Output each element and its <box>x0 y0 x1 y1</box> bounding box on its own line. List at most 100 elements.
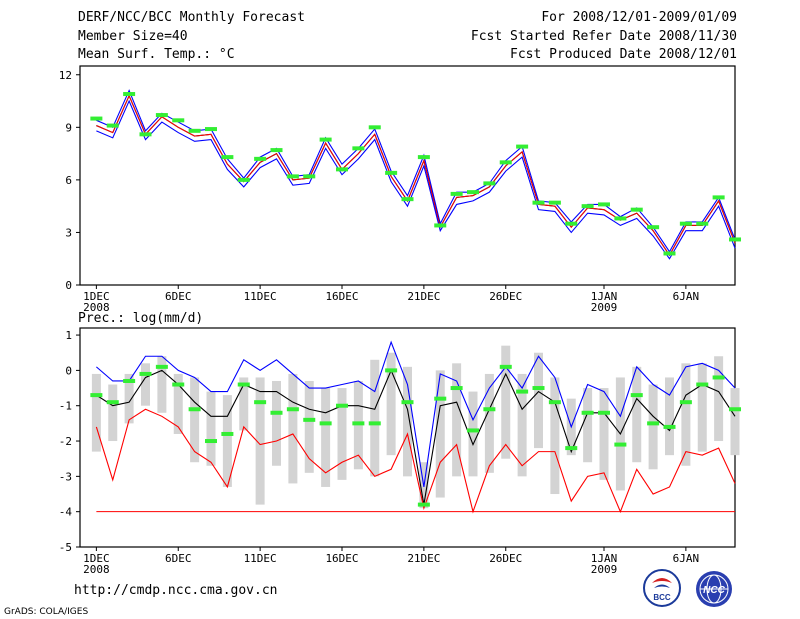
obs-marker <box>139 371 152 376</box>
obs-marker <box>106 400 119 405</box>
y-tick-label: 1 <box>65 329 72 342</box>
obs-marker <box>712 375 725 380</box>
obs-marker <box>106 123 119 128</box>
obs-marker <box>565 446 578 451</box>
spread-bar <box>337 388 347 480</box>
obs-marker <box>172 118 185 123</box>
ncc-logo-text: NCC <box>703 585 725 596</box>
obs-marker <box>319 137 332 142</box>
obs-marker <box>598 410 610 415</box>
obs-marker <box>647 421 660 426</box>
obs-marker <box>205 127 217 132</box>
spread-bar <box>550 377 560 495</box>
x-tick-label: 6JAN <box>673 290 700 303</box>
obs-marker <box>581 410 594 415</box>
y-tick-label: 0 <box>65 279 72 292</box>
obs-marker <box>450 191 463 196</box>
spread-bar <box>501 345 511 459</box>
obs-marker <box>467 428 479 433</box>
obs-marker <box>647 225 660 230</box>
obs-marker <box>499 364 512 369</box>
x-tick-label: 1DEC <box>83 552 110 565</box>
spread-bar <box>108 384 118 442</box>
y-tick-label: 0 <box>65 364 72 377</box>
x-tick-year: 2009 <box>591 563 618 576</box>
obs-marker <box>417 502 430 507</box>
obs-marker <box>483 407 496 412</box>
obs-marker <box>532 200 545 205</box>
spread-bar <box>386 352 396 456</box>
spread-bar <box>534 352 543 449</box>
spread-bar <box>435 370 445 498</box>
obs-marker <box>630 393 643 398</box>
obs-marker <box>516 389 529 394</box>
series-line-mean <box>96 368 736 505</box>
obs-marker <box>237 177 250 182</box>
x-tick-label: 16DEC <box>325 290 358 303</box>
obs-marker <box>401 197 414 202</box>
spread-bar <box>141 363 150 406</box>
y-tick-label: 9 <box>65 121 72 134</box>
spread-bar <box>468 391 478 477</box>
spread-bar <box>697 363 707 452</box>
obs-marker <box>663 424 676 429</box>
series-line-core <box>96 94 736 257</box>
obs-marker <box>368 421 381 426</box>
spread-bar <box>206 391 216 466</box>
obs-marker <box>319 421 332 426</box>
obs-marker <box>663 251 676 256</box>
spread-bar <box>370 359 380 477</box>
obs-marker <box>336 167 348 172</box>
obs-marker <box>483 181 496 186</box>
forecast-period: For 2008/12/01-2009/01/09 <box>541 10 737 25</box>
obs-marker <box>286 407 299 412</box>
obs-marker <box>139 132 152 137</box>
series-line-lower <box>96 99 736 260</box>
x-tick-label: 6DEC <box>165 290 192 303</box>
spread-bar <box>239 377 249 431</box>
y-tick-label: 12 <box>59 69 72 82</box>
obs-marker <box>614 442 627 447</box>
spread-bar <box>304 380 314 473</box>
ncc-logo-icon: NCC <box>696 571 732 607</box>
spread-bar <box>681 363 691 466</box>
grads-credit: GrADS: COLA/IGES <box>4 607 89 617</box>
spread-bar <box>91 373 101 452</box>
spread-bar <box>648 384 658 470</box>
x-tick-year: 2009 <box>591 301 618 314</box>
variable-label: Mean Surf. Temp.: °C <box>78 47 235 62</box>
bcc-logo: BCC <box>638 569 686 609</box>
y-tick-label: 6 <box>65 174 72 187</box>
spread-bar <box>517 373 527 477</box>
x-tick-label: 1JAN <box>591 290 618 303</box>
obs-marker <box>352 146 365 151</box>
member-size: Member Size=40 <box>78 29 188 44</box>
obs-marker <box>548 400 561 405</box>
obs-marker <box>90 116 103 121</box>
footer-url[interactable]: http://cmdp.ncc.cma.gov.cn <box>74 583 278 598</box>
plot-frame <box>79 65 736 286</box>
spread-bar <box>321 388 331 487</box>
obs-marker <box>221 431 234 436</box>
obs-marker <box>188 407 201 412</box>
x-tick-label: 26DEC <box>489 552 522 565</box>
obs-marker <box>286 174 299 179</box>
obs-marker <box>221 155 234 160</box>
obs-marker <box>237 382 250 387</box>
obs-marker <box>598 202 610 207</box>
y-tick-label: -2 <box>59 435 72 448</box>
obs-marker <box>155 113 168 118</box>
obs-marker <box>499 160 512 165</box>
obs-marker <box>385 170 398 175</box>
obs-marker <box>401 400 414 405</box>
obs-marker <box>614 216 627 221</box>
obs-marker <box>729 407 741 412</box>
spread-bar <box>452 363 462 477</box>
obs-marker <box>712 195 725 200</box>
spread-bar <box>255 377 265 505</box>
spread-bar <box>173 373 183 434</box>
x-tick-year: 2008 <box>83 563 110 576</box>
spread-bar <box>730 388 740 456</box>
x-tick-label: 21DEC <box>407 290 440 303</box>
x-tick-label: 6DEC <box>165 552 192 565</box>
